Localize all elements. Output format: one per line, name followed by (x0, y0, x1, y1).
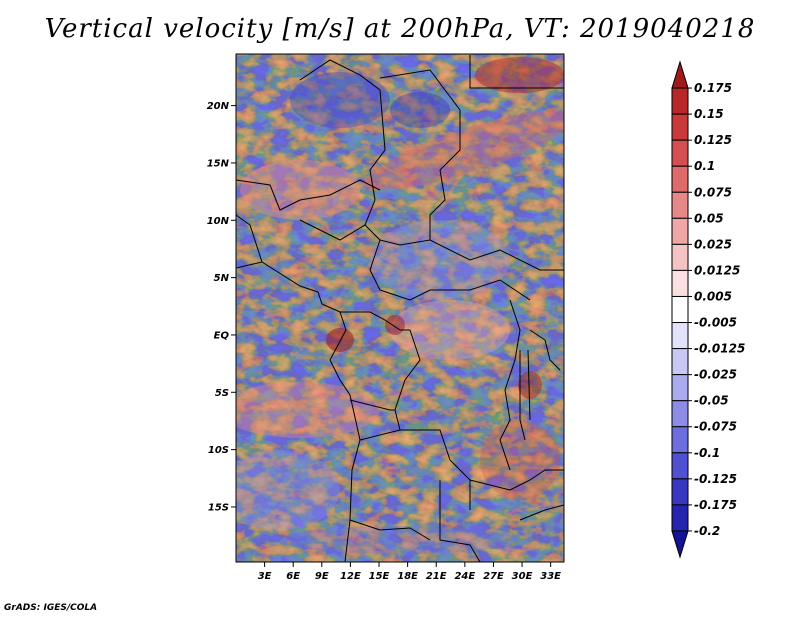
lat-tick-label: 5N (214, 273, 230, 284)
colorbar-label: 0.075 (694, 185, 732, 199)
colorbar-bin (671, 191, 689, 219)
colorbar-label: 0.125 (694, 133, 732, 147)
colorbar-label: -0.2 (694, 524, 720, 538)
colorbar-bin (671, 452, 689, 480)
lat-tick-label: 10S (208, 445, 229, 456)
lon-tick-label: 15E (369, 571, 390, 582)
colorbar-label: -0.05 (694, 394, 729, 408)
colorbar-label: -0.005 (694, 316, 737, 330)
longitude-axis: 3E 6E 9E 12E 15E 18E 21E 24E 27E 30E 33E (258, 562, 561, 582)
chart-title: Vertical velocity [m/s] at 200hPa, VT: 2… (44, 14, 756, 44)
colorbar-label: 0.025 (694, 237, 732, 251)
colorbar-bottom-arrow (671, 530, 689, 559)
colorbar-bin (671, 478, 689, 506)
colorbar-bin (671, 269, 689, 297)
colorbar-label: -0.1 (694, 446, 720, 460)
lon-tick-label: 24E (454, 571, 475, 582)
colorbar-bin (671, 113, 689, 141)
lon-tick-label: 12E (340, 571, 361, 582)
lat-tick-label: EQ (214, 330, 230, 341)
lon-tick-label: 21E (426, 571, 447, 582)
colorbar-label: -0.175 (694, 498, 737, 512)
colorbar-label: 0.0125 (694, 263, 740, 277)
lat-tick-label: 15N (207, 158, 230, 169)
colorbar-bin (671, 87, 689, 115)
colorbar-bin (671, 504, 689, 532)
colorbar-label: 0.1 (694, 159, 715, 173)
lon-tick-label: 6E (286, 571, 300, 582)
grads-credit: GrADS: IGES/COLA (4, 603, 98, 613)
colorbar-bin (671, 426, 689, 454)
colorbar-label: -0.0125 (694, 342, 745, 356)
colorbar-bin (671, 295, 689, 324)
colorbar: 0.175 0.15 0.125 0.1 0.075 0.05 0.025 0.0125 0.0… (671, 60, 745, 559)
lon-tick-label: 30E (512, 571, 533, 582)
colorbar-label: -0.075 (694, 420, 737, 434)
map-frame (235, 53, 565, 563)
lon-tick-label: 27E (483, 571, 504, 582)
colorbar-bin (671, 165, 689, 193)
colorbar-bin (671, 243, 689, 271)
velocity-field (236, 54, 564, 562)
lat-tick-label: 10N (207, 216, 230, 227)
colorbar-label: 0.15 (694, 107, 724, 121)
colorbar-label: 0.005 (694, 289, 732, 303)
colorbar-bin (671, 217, 689, 245)
latitude-axis: 20N 15N 10N 5N EQ 5S 10S 15S (207, 101, 236, 513)
colorbar-label: -0.125 (694, 472, 737, 486)
lat-tick-label: 20N (207, 101, 230, 112)
colorbar-bin (671, 374, 689, 402)
lon-tick-label: 18E (397, 571, 418, 582)
colorbar-top-arrow (671, 60, 689, 89)
colorbar-label: 0.05 (694, 211, 724, 225)
colorbar-bin (671, 400, 689, 428)
colorbar-bin (671, 322, 689, 350)
country-borders (236, 55, 564, 562)
lon-tick-label: 3E (258, 571, 272, 582)
colorbar-bin (671, 139, 689, 167)
lon-tick-label: 33E (540, 571, 561, 582)
lon-tick-label: 9E (315, 571, 329, 582)
colorbar-label: -0.025 (694, 368, 737, 382)
colorbar-bin (671, 348, 689, 376)
lat-tick-label: 15S (208, 502, 229, 513)
colorbar-label: 0.175 (694, 81, 732, 95)
lat-tick-label: 5S (215, 388, 229, 399)
